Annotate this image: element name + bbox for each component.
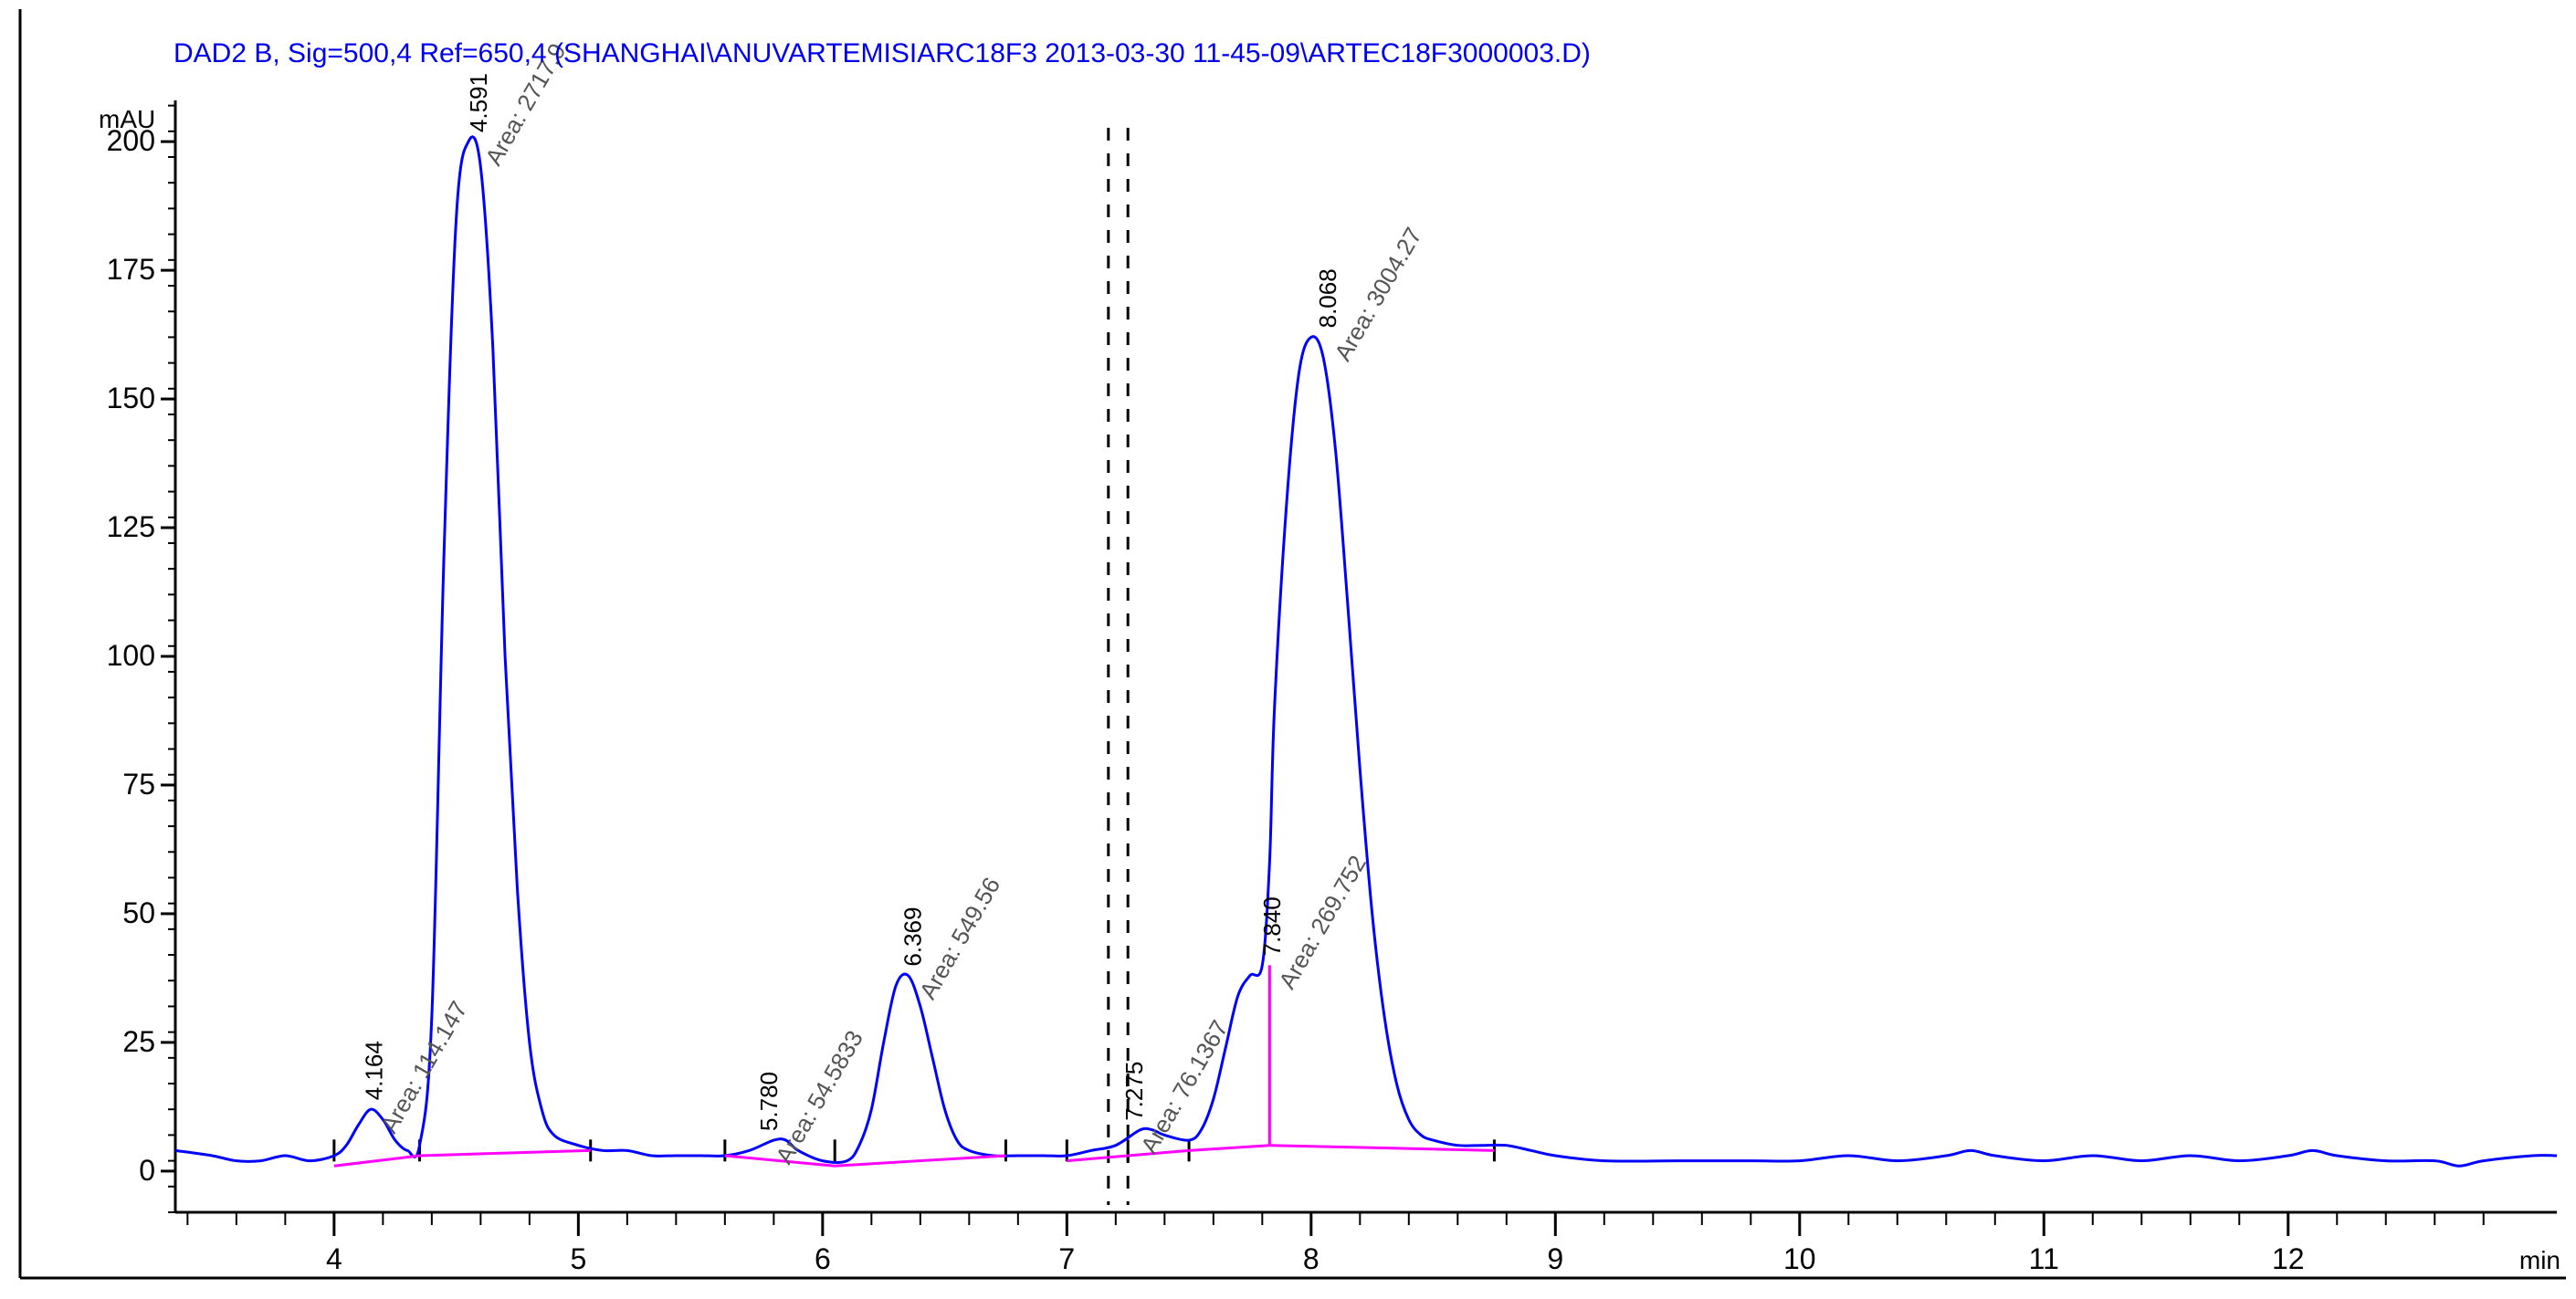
baseline-segment bbox=[835, 1154, 1006, 1168]
baseline-segment bbox=[1067, 1154, 1129, 1163]
peak-retention-time-label: 4.164 bbox=[361, 1041, 388, 1100]
peak-retention-time-label: 8.068 bbox=[1314, 268, 1341, 328]
chart-title: DAD2 B, Sig=500,4 Ref=650,4 (SHANGHAI\AN… bbox=[173, 38, 1591, 68]
baseline-segment bbox=[1269, 1144, 1495, 1152]
y-tick-label: 50 bbox=[122, 896, 155, 929]
event-markers bbox=[332, 128, 1496, 1205]
y-tick-label: 175 bbox=[107, 253, 155, 286]
x-tick-label: 9 bbox=[1547, 1242, 1563, 1275]
peak-retention-time-label: 7.275 bbox=[1120, 1062, 1148, 1121]
peak-retention-time-label: 5.780 bbox=[755, 1072, 783, 1131]
baseline-segment bbox=[1188, 1144, 1270, 1152]
x-axis-unit-label: min bbox=[2519, 1246, 2560, 1274]
x-tick-label: 4 bbox=[326, 1242, 342, 1275]
x-tick-label: 8 bbox=[1303, 1242, 1320, 1275]
y-tick-label: 75 bbox=[122, 768, 155, 801]
x-tick-label: 7 bbox=[1058, 1242, 1075, 1275]
baseline-segment bbox=[333, 1154, 420, 1168]
y-tick-label: 100 bbox=[107, 639, 155, 672]
axes: 0 25 50 75 100 125 150 175 200 4 5 6 7 8 9 10 11 12 min bbox=[107, 104, 2560, 1275]
x-tick-label: 5 bbox=[570, 1242, 586, 1275]
y-tick-label: 125 bbox=[107, 510, 155, 543]
baseline-segment bbox=[419, 1148, 591, 1158]
x-tick-label: 10 bbox=[1783, 1242, 1816, 1275]
x-tick-label: 11 bbox=[2029, 1242, 2059, 1275]
y-tick-label: 150 bbox=[107, 382, 155, 414]
baseline-segment bbox=[1128, 1148, 1190, 1158]
x-tick-label: 6 bbox=[815, 1242, 831, 1275]
signal-trace bbox=[174, 135, 2558, 1168]
y-tick-label: 200 bbox=[107, 124, 155, 157]
baseline-segment bbox=[724, 1154, 836, 1168]
series-lines bbox=[174, 135, 2558, 1168]
peak-retention-time-label: 4.591 bbox=[465, 73, 492, 132]
y-axis-unit-label: mAU bbox=[99, 105, 155, 133]
y-tick-label: 25 bbox=[122, 1025, 155, 1058]
x-tick-label: 12 bbox=[2272, 1242, 2305, 1275]
y-tick-label: 0 bbox=[139, 1154, 155, 1187]
peak-retention-time-label: 6.369 bbox=[899, 907, 927, 967]
peak-retention-time-label: 7.840 bbox=[1258, 896, 1286, 956]
